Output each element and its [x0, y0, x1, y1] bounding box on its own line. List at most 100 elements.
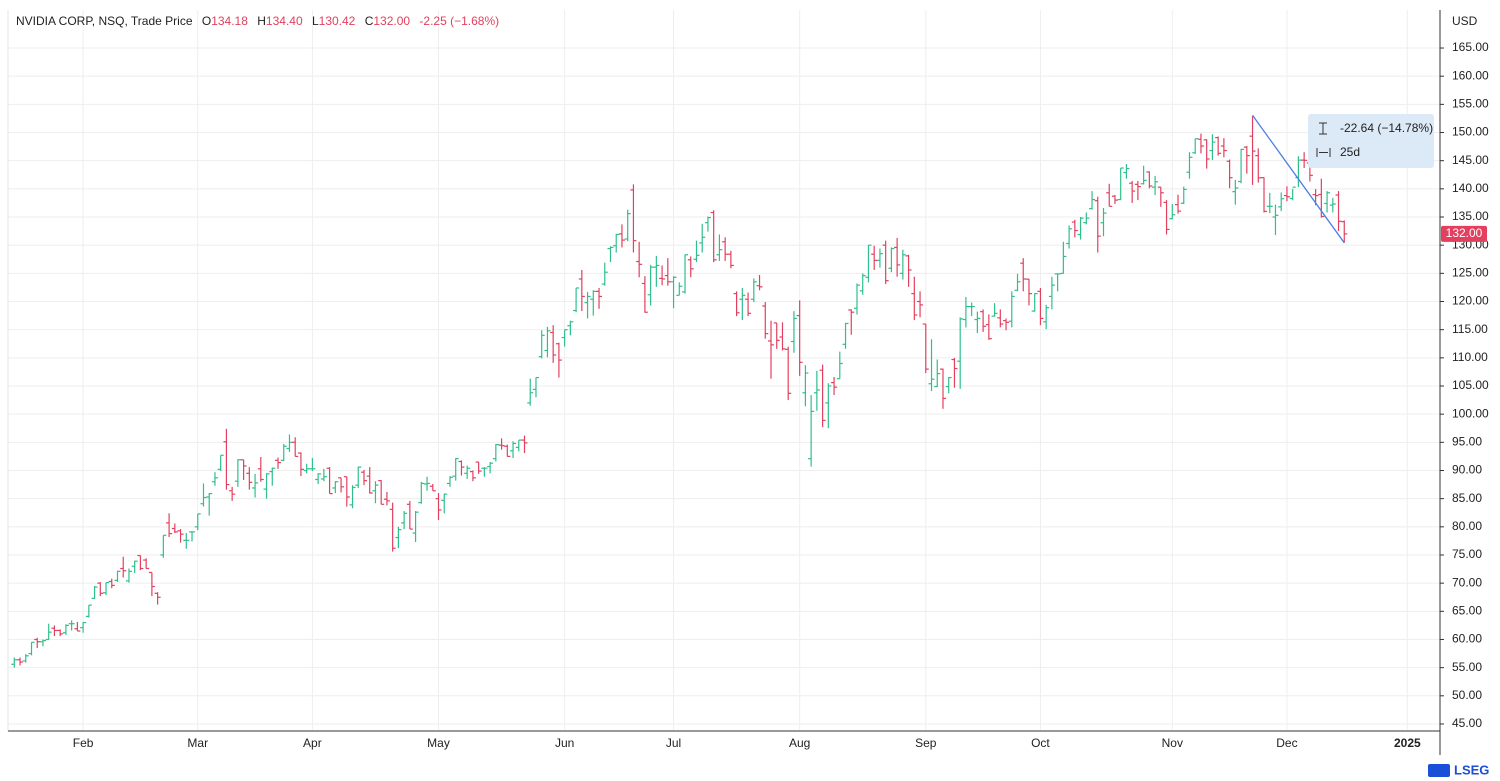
- ohlc-bar: [561, 329, 568, 347]
- ohlc-bar: [876, 248, 883, 268]
- y-tick-label: 115.00: [1452, 322, 1488, 336]
- ohlc-bar: [538, 330, 545, 359]
- ohlc-bar: [275, 457, 282, 469]
- y-tick-label: 70.00: [1452, 575, 1482, 589]
- measure-icon-vertical: [1319, 122, 1327, 135]
- ohlc-bar: [194, 513, 201, 531]
- ohlc-bar: [607, 246, 614, 263]
- ohlc-bar: [108, 578, 115, 589]
- ohlc-bar: [1226, 159, 1233, 189]
- ohlc-bar: [659, 265, 666, 286]
- ohlc-bar: [11, 657, 18, 668]
- ohlc-bar: [492, 443, 499, 462]
- ohlc-bar: [429, 484, 436, 492]
- ohlc-bar: [1060, 241, 1067, 274]
- measure-duration: 25d: [1340, 145, 1360, 159]
- ohlc-bar: [527, 378, 534, 406]
- ohlc-bar: [1329, 197, 1336, 213]
- ohlc-bar: [905, 254, 912, 287]
- ohlc-bar: [343, 476, 350, 507]
- ohlc-bar: [1106, 183, 1113, 207]
- quote-value: 134.40: [266, 14, 303, 28]
- ohlc-bar: [917, 291, 924, 318]
- ohlc-bar: [601, 262, 608, 286]
- ohlc-bar: [17, 657, 24, 666]
- ohlc-bar: [57, 629, 64, 637]
- ohlc-bar: [1163, 200, 1170, 235]
- ohlc-bar: [968, 302, 975, 317]
- ohlc-bar: [1048, 276, 1055, 310]
- ohlc-bar: [297, 452, 304, 477]
- x-tick-label: Aug: [789, 736, 810, 750]
- ohlc-bar: [1255, 148, 1262, 183]
- ohlc-bar: [366, 467, 373, 494]
- ohlc-bar: [418, 481, 425, 504]
- ohlc-bar: [808, 395, 815, 467]
- ohlc-bar: [1232, 179, 1239, 205]
- trend-line: [1252, 114, 1345, 244]
- ohlc-bar: [836, 351, 843, 380]
- ohlc-bar: [62, 624, 69, 635]
- ohlc-bar: [768, 320, 775, 379]
- ohlc-bar: [1192, 138, 1199, 154]
- y-tick-label: 155.00: [1452, 97, 1489, 111]
- ohlc-bar: [435, 493, 442, 521]
- ohlc-bar: [779, 322, 786, 351]
- ohlc-bar: [750, 278, 757, 303]
- ohlc-bar: [131, 560, 138, 574]
- ohlc-bar: [687, 256, 694, 278]
- ohlc-bar: [406, 500, 413, 530]
- x-tick-label: Mar: [187, 736, 208, 750]
- y-tick-label: 100.00: [1452, 406, 1489, 420]
- ohlc-bar: [733, 291, 740, 317]
- ohlc-bar: [1169, 204, 1176, 220]
- ohlc-bar: [1020, 258, 1027, 292]
- ohlc-bar: [452, 458, 459, 481]
- ohlc-bar: [1249, 116, 1256, 185]
- ohlc-bar: [143, 558, 150, 570]
- ohlc-bar: [802, 365, 809, 407]
- ohlc-bar: [177, 529, 184, 543]
- ohlc-bar: [1146, 171, 1153, 189]
- ohlc-bar: [148, 571, 155, 597]
- quote-value: 130.42: [319, 14, 356, 28]
- ohlc-bar: [550, 325, 557, 363]
- ohlc-bar: [1243, 146, 1250, 174]
- ohlc-bar: [1197, 133, 1204, 154]
- ohlc-bar: [1054, 273, 1061, 292]
- ohlc-bar: [189, 531, 196, 542]
- ohlc-bar: [796, 300, 803, 376]
- ohlc-bar: [469, 470, 476, 482]
- ohlc-bar: [1134, 180, 1141, 201]
- quote-key: O: [202, 14, 211, 28]
- measure-box: [1308, 114, 1434, 168]
- ohlc-bar: [240, 459, 247, 481]
- ohlc-bar: [578, 269, 585, 312]
- ohlc-bar: [378, 480, 385, 505]
- measure-tool: -22.64 (−14.78%) 25d: [1308, 114, 1434, 168]
- ohlc-bar: [372, 481, 379, 504]
- ohlc-bar: [785, 346, 792, 401]
- ohlc-bar: [1014, 273, 1021, 292]
- ohlc-bar: [853, 283, 860, 315]
- quote-value: 134.18: [211, 14, 248, 28]
- ohlc-bar: [825, 383, 832, 429]
- ohlc-bar: [1203, 139, 1210, 169]
- ohlc-bar: [28, 641, 35, 656]
- ohlc-bar: [532, 376, 539, 398]
- y-tick-label: 145.00: [1452, 153, 1489, 167]
- ohlc-bar: [315, 473, 322, 485]
- ohlc-bar: [842, 322, 849, 349]
- ohlc-bar: [871, 245, 878, 270]
- ohlc-bar: [710, 210, 717, 263]
- y-tick-label: 80.00: [1452, 519, 1482, 533]
- ohlc-bar: [939, 368, 946, 409]
- ohlc-bar: [309, 458, 316, 472]
- ohlc-bar: [257, 456, 264, 482]
- ohlc-bar: [928, 339, 935, 392]
- quote-key: H: [257, 14, 266, 28]
- ohlc-bar: [888, 247, 895, 273]
- ohlc-bar: [693, 240, 700, 263]
- ohlc-bar: [641, 276, 648, 313]
